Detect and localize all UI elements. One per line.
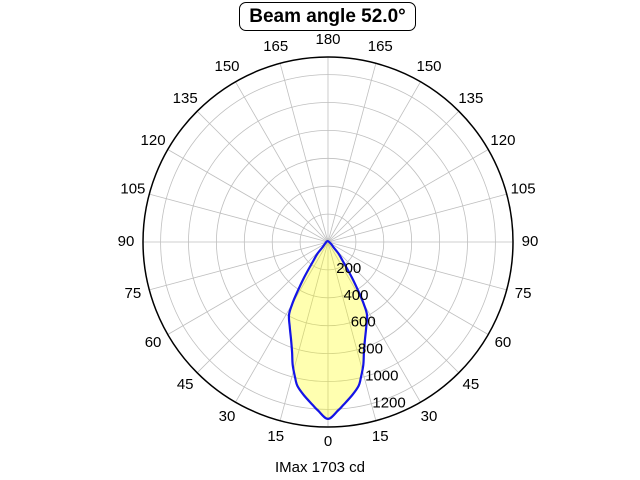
svg-text:105: 105 xyxy=(120,181,145,198)
svg-text:165: 165 xyxy=(263,38,288,55)
svg-text:45: 45 xyxy=(462,376,479,393)
svg-text:200: 200 xyxy=(336,260,361,277)
svg-text:75: 75 xyxy=(125,285,142,302)
svg-text:90: 90 xyxy=(522,233,539,250)
svg-text:800: 800 xyxy=(358,341,383,358)
svg-text:120: 120 xyxy=(141,132,166,149)
svg-text:165: 165 xyxy=(368,38,393,55)
svg-text:15: 15 xyxy=(372,428,389,445)
svg-text:1200: 1200 xyxy=(372,395,405,412)
svg-text:120: 120 xyxy=(490,132,515,149)
svg-text:135: 135 xyxy=(173,90,198,107)
svg-text:30: 30 xyxy=(219,408,236,425)
svg-text:105: 105 xyxy=(511,181,536,198)
svg-text:1000: 1000 xyxy=(365,368,398,385)
svg-text:60: 60 xyxy=(145,334,162,351)
svg-text:180: 180 xyxy=(315,31,340,48)
svg-text:30: 30 xyxy=(421,408,438,425)
svg-text:60: 60 xyxy=(495,334,512,351)
svg-text:0: 0 xyxy=(324,433,332,450)
svg-text:600: 600 xyxy=(351,314,376,331)
svg-text:150: 150 xyxy=(214,58,239,75)
svg-text:15: 15 xyxy=(267,428,284,445)
svg-text:400: 400 xyxy=(343,287,368,304)
svg-text:90: 90 xyxy=(118,233,135,250)
svg-text:150: 150 xyxy=(416,58,441,75)
svg-text:135: 135 xyxy=(458,90,483,107)
svg-text:75: 75 xyxy=(515,285,532,302)
svg-text:45: 45 xyxy=(177,376,194,393)
